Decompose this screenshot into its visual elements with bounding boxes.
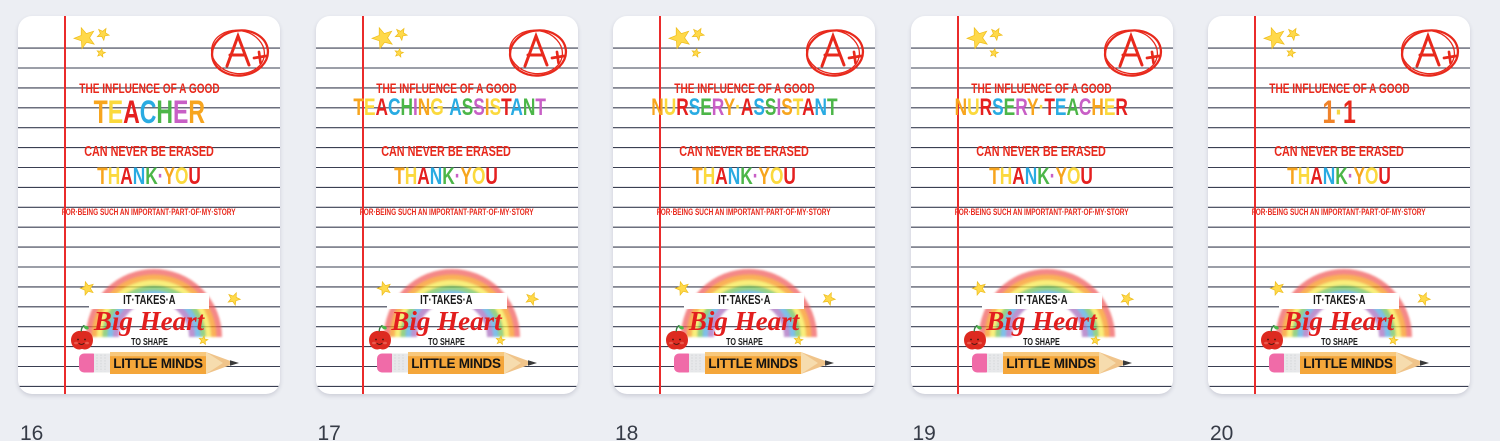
- svg-text:LITTLE MINDS: LITTLE MINDS: [1006, 356, 1096, 371]
- svg-text:LITTLE MINDS: LITTLE MINDS: [411, 356, 501, 371]
- svg-text:LITTLE MINDS: LITTLE MINDS: [1303, 356, 1393, 371]
- svg-text:LITTLE MINDS: LITTLE MINDS: [113, 356, 203, 371]
- svg-text:LITTLE MINDS: LITTLE MINDS: [708, 356, 798, 371]
